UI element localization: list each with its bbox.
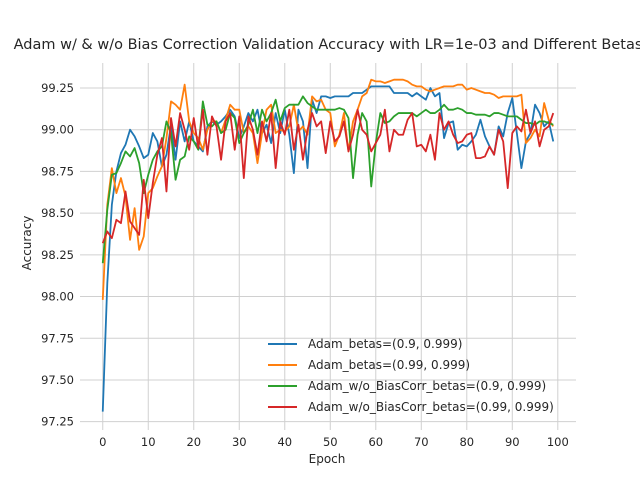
x-tick-label: 30 — [232, 435, 247, 449]
legend: Adam_betas=(0.9, 0.999) Adam_betas=(0.99,… — [268, 337, 554, 414]
x-tick-label: 100 — [547, 435, 569, 449]
series-line-2 — [101, 95, 554, 264]
y-tick-label: 98.25 — [41, 248, 74, 262]
x-tick-label: 20 — [186, 435, 201, 449]
chart-title: Adam w/ & w/o Bias Correction Validation… — [14, 37, 640, 53]
series-line-0 — [101, 85, 555, 412]
x-tick-label: 50 — [323, 435, 338, 449]
y-axis-label: Accuracy — [20, 216, 34, 271]
series-line-1 — [101, 78, 554, 300]
legend-label-2: Adam_w/o_BiasCorr_betas=(0.9, 0.999) — [308, 379, 546, 393]
legend-label-3: Adam_w/o_BiasCorr_betas=(0.99, 0.999) — [308, 400, 554, 414]
x-axis-label: Epoch — [309, 452, 346, 466]
x-tick-label: 90 — [505, 435, 520, 449]
legend-label-1: Adam_betas=(0.99, 0.999) — [308, 358, 470, 372]
x-tick-label: 70 — [414, 435, 429, 449]
y-tick-label: 97.25 — [41, 415, 74, 429]
y-tick-label: 98.00 — [41, 290, 74, 304]
x-tick-label: 10 — [141, 435, 156, 449]
y-tick-label: 99.25 — [41, 81, 74, 95]
x-tick-label: 40 — [277, 435, 292, 449]
y-tick-label: 98.75 — [41, 164, 74, 178]
x-tick-label: 60 — [368, 435, 383, 449]
x-tick-label: 80 — [459, 435, 474, 449]
y-tick-label: 98.50 — [41, 206, 74, 220]
x-tick-label: 0 — [99, 435, 106, 449]
series-lines — [101, 78, 555, 412]
x-axis-ticks: 0 10 20 30 40 50 60 70 80 90 100 — [99, 435, 569, 449]
y-tick-label: 99.00 — [41, 123, 74, 137]
y-tick-label: 97.75 — [41, 331, 74, 345]
plot-area — [80, 63, 576, 430]
y-axis-ticks: 97.25 97.50 97.75 98.00 98.25 98.50 98.75 99.00… — [41, 81, 74, 429]
series-line-3 — [101, 108, 555, 244]
y-tick-label: 97.50 — [41, 373, 74, 387]
legend-label-0: Adam_betas=(0.9, 0.999) — [308, 337, 462, 351]
